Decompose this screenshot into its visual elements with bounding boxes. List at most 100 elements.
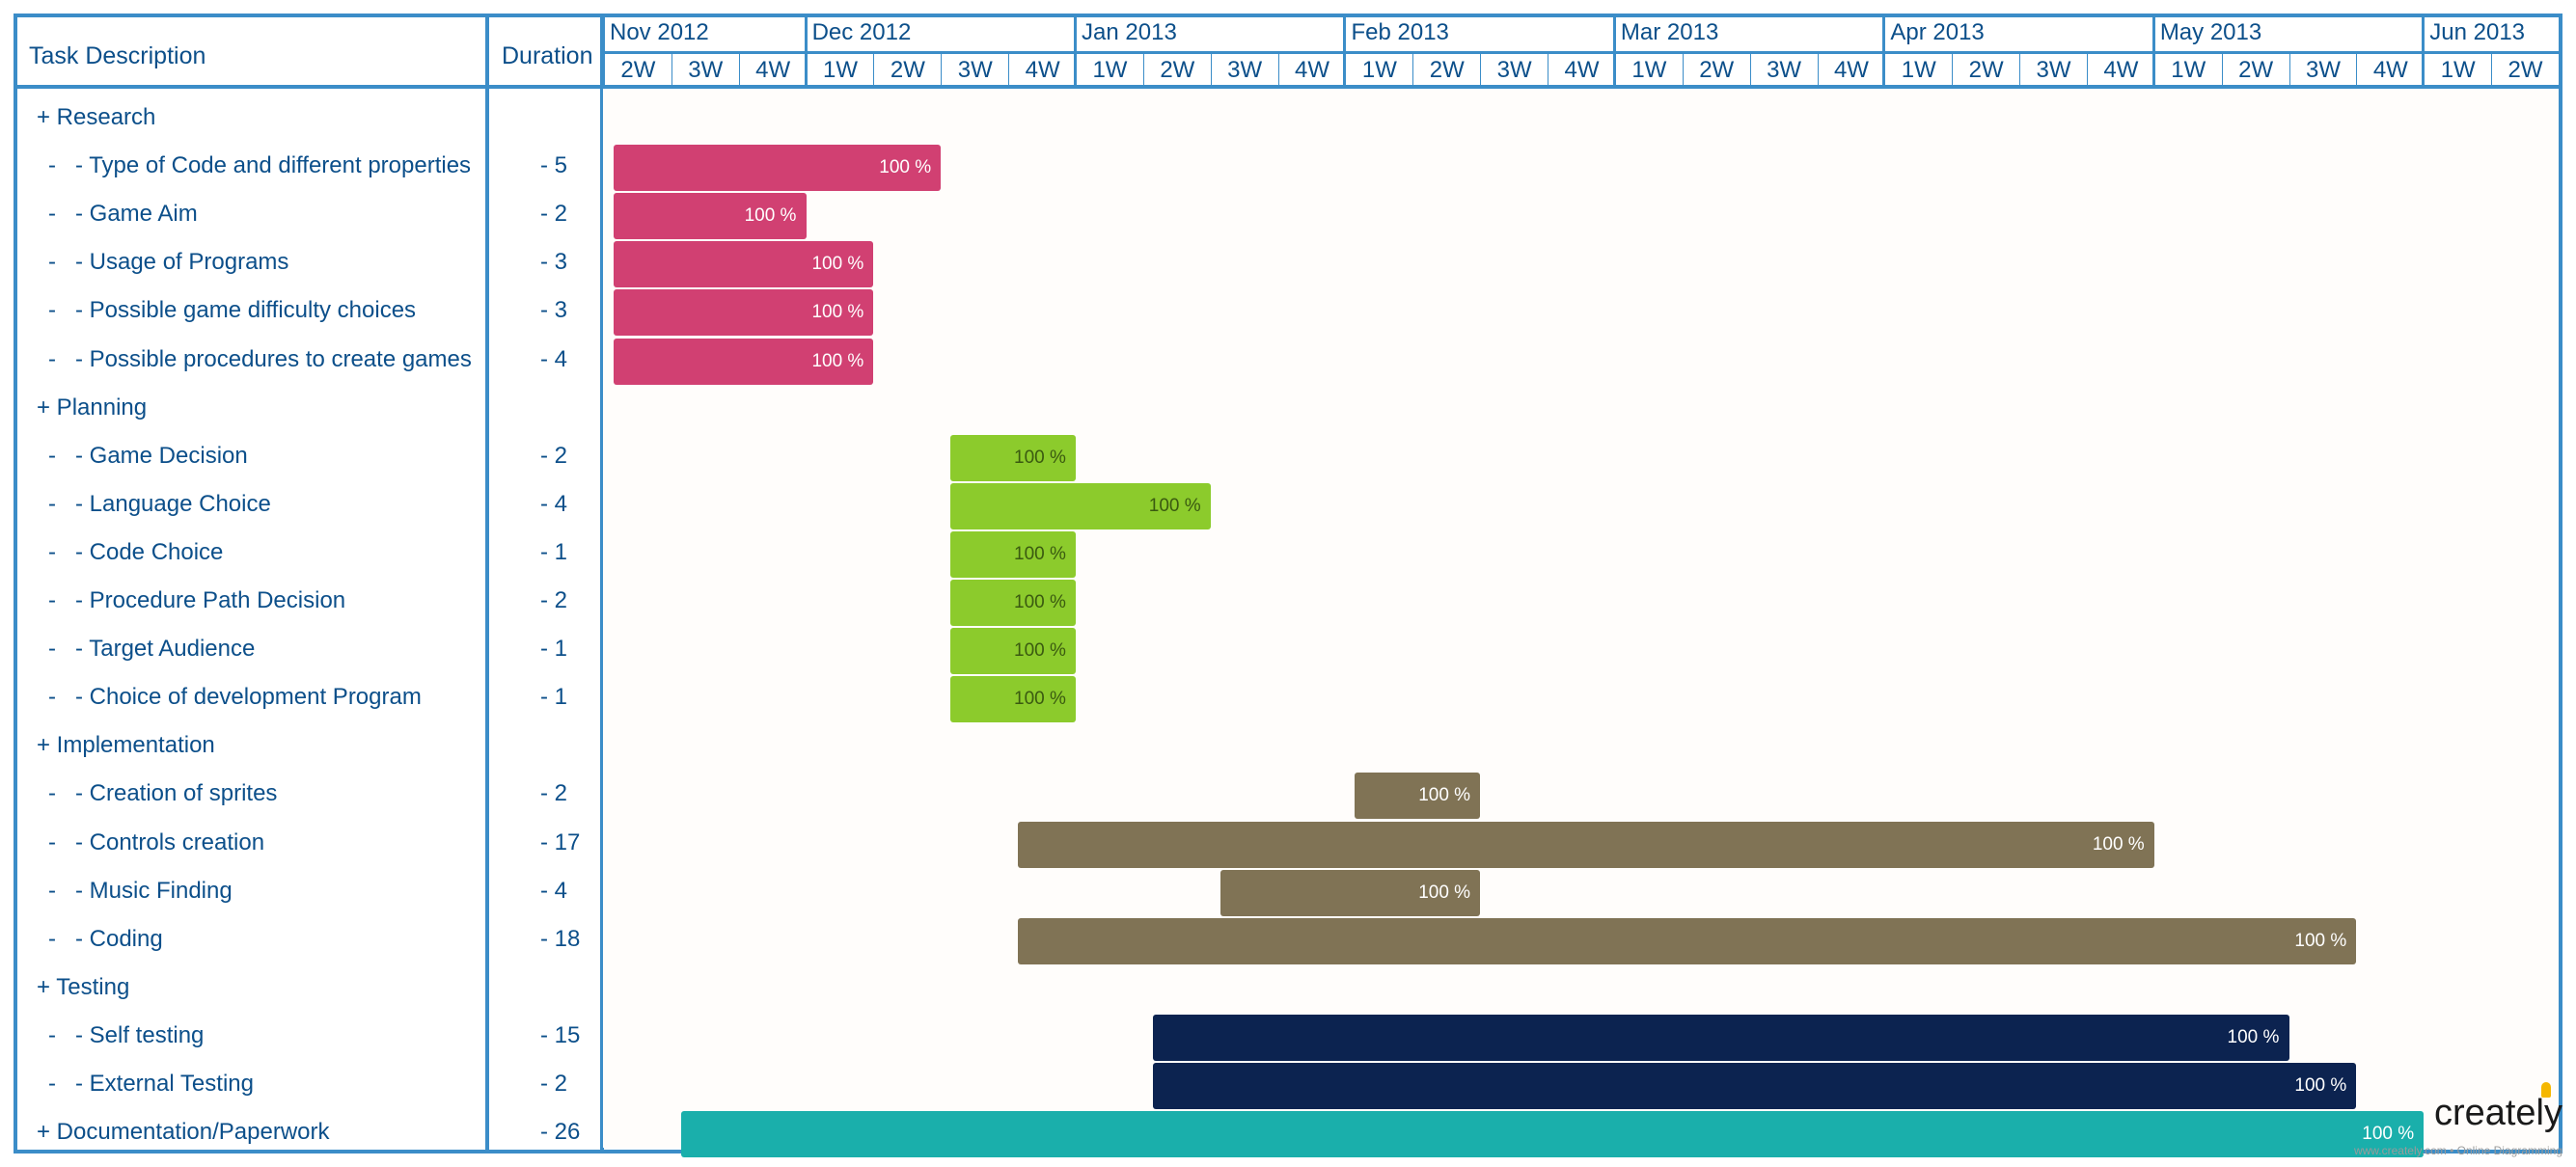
task-group-label: + Planning	[37, 394, 148, 421]
gantt-bar[interactable]	[1152, 1063, 2357, 1110]
bar-progress-label: 100 %	[811, 254, 864, 275]
week-header: 2W	[2221, 54, 2289, 87]
week-header: 4W	[1548, 54, 1615, 87]
month-week-divider	[604, 51, 2559, 54]
month-header: Jan 2013	[1082, 19, 1177, 45]
gantt-bar[interactable]	[1152, 1014, 2289, 1061]
bar-progress-label: 100 %	[2362, 1124, 2415, 1145]
week-header: 4W	[2356, 54, 2424, 87]
task-label: - - Possible game difficulty choices	[48, 297, 417, 324]
week-header: 2W	[873, 54, 941, 87]
gantt-bar[interactable]	[950, 628, 1077, 675]
task-label: - - Usage of Programs	[48, 249, 289, 276]
task-label: - - Target Audience	[48, 636, 256, 663]
bar-progress-label: 100 %	[811, 302, 864, 323]
task-duration: - 1	[540, 684, 568, 711]
bar-progress-label: 100 %	[744, 205, 797, 227]
week-header: 1W	[1345, 54, 1412, 87]
task-duration: - 2	[540, 1071, 568, 1098]
gantt-bar[interactable]	[1219, 869, 1481, 916]
gantt-bar[interactable]	[950, 434, 1077, 481]
task-label: - - Procedure Path Decision	[48, 587, 346, 614]
task-label: - - Creation of sprites	[48, 780, 278, 807]
task-label: - - Game Aim	[48, 201, 198, 228]
gantt-bar[interactable]	[1355, 773, 1481, 820]
week-header: 3W	[1480, 54, 1548, 87]
gantt-bar[interactable]	[614, 241, 874, 288]
week-header: 2W	[1142, 54, 1211, 87]
task-label: - - Choice of development Program	[48, 684, 422, 711]
week-header: 2W	[604, 54, 671, 87]
duration-column-divider-left	[485, 14, 489, 1153]
month-divider	[602, 15, 605, 87]
gantt-bar[interactable]	[680, 1111, 2425, 1158]
task-description-header: Task Description	[29, 42, 206, 69]
week-header: 4W	[1008, 54, 1076, 87]
gantt-bar[interactable]	[614, 289, 874, 337]
task-group-label: + Research	[37, 104, 156, 131]
week-header: 1W	[1614, 54, 1683, 87]
task-label: - - Controls creation	[48, 828, 265, 855]
task-label: - - Game Decision	[48, 442, 248, 469]
bar-progress-label: 100 %	[1418, 882, 1471, 903]
task-label: - - Type of Code and different propertie…	[48, 152, 472, 179]
week-header: 2W	[1682, 54, 1750, 87]
month-header: Feb 2013	[1351, 19, 1449, 45]
task-duration: - 2	[540, 780, 568, 807]
task-duration: - 1	[540, 636, 568, 663]
bar-progress-label: 100 %	[2227, 1026, 2280, 1047]
task-duration: - 17	[540, 828, 581, 855]
duration-header: Duration	[502, 42, 593, 69]
task-duration: - 26	[540, 1119, 581, 1146]
task-label: - - Code Choice	[48, 538, 224, 565]
week-header: 4W	[738, 54, 807, 87]
week-header: 3W	[2288, 54, 2357, 87]
month-header: Apr 2013	[1890, 19, 1985, 45]
task-duration: - 4	[540, 490, 568, 517]
week-header: 3W	[2019, 54, 2087, 87]
bar-progress-label: 100 %	[1014, 543, 1066, 564]
task-duration: - 15	[540, 1021, 581, 1048]
bar-progress-label: 100 %	[2294, 1075, 2347, 1097]
bar-progress-label: 100 %	[1418, 785, 1471, 806]
gantt-bar[interactable]	[614, 145, 942, 192]
week-header: 3W	[1210, 54, 1278, 87]
bar-progress-label: 100 %	[1014, 447, 1066, 468]
task-group-label: + Implementation	[37, 732, 215, 759]
task-duration: - 2	[540, 201, 568, 228]
week-header: 4W	[1817, 54, 1885, 87]
week-header: 3W	[1749, 54, 1818, 87]
task-group-label: + Documentation/Paperwork	[37, 1119, 330, 1146]
gantt-bar[interactable]	[950, 530, 1077, 578]
month-header: May 2013	[2159, 19, 2262, 45]
week-header: 1W	[2424, 54, 2491, 87]
month-header: Dec 2012	[811, 19, 912, 45]
week-header: 2W	[1412, 54, 1480, 87]
gantt-bar[interactable]	[1018, 821, 2154, 868]
task-duration: - 1	[540, 538, 568, 565]
task-duration: - 2	[540, 442, 568, 469]
task-duration: - 3	[540, 297, 568, 324]
task-duration: - 4	[540, 345, 568, 372]
bar-progress-label: 100 %	[1014, 689, 1066, 710]
gantt-bar[interactable]	[950, 580, 1077, 627]
week-header: 2W	[1952, 54, 2019, 87]
bar-progress-label: 100 %	[2294, 930, 2347, 951]
task-label: - - External Testing	[48, 1071, 254, 1098]
gantt-bar[interactable]	[614, 338, 874, 385]
duration-column-divider-right	[600, 14, 604, 1153]
task-label: - - Self testing	[48, 1021, 205, 1048]
week-header: 1W	[2153, 54, 2222, 87]
month-header: Nov 2012	[610, 19, 709, 45]
creately-tagline: www.creately.com • Online Diagramming	[2353, 1144, 2562, 1157]
gantt-bar[interactable]	[950, 482, 1211, 529]
gantt-bar[interactable]	[1018, 917, 2357, 964]
lightbulb-icon	[2541, 1082, 2551, 1098]
task-duration: - 3	[540, 249, 568, 276]
gantt-bar[interactable]	[950, 676, 1077, 723]
week-header: 1W	[1076, 54, 1143, 87]
week-header: 3W	[671, 54, 739, 87]
task-duration: - 2	[540, 587, 568, 614]
bar-progress-label: 100 %	[1014, 640, 1066, 662]
gantt-bar[interactable]	[614, 193, 807, 240]
